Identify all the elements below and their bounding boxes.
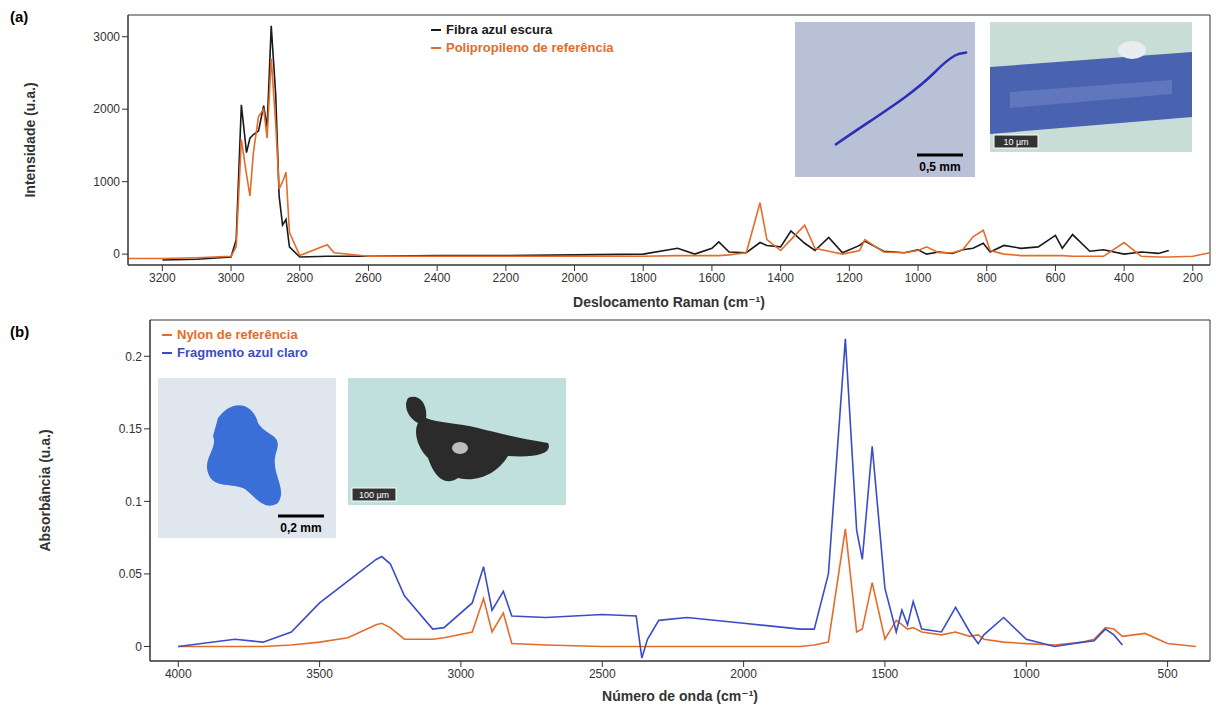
svg-text:0: 0 [113,247,120,261]
html-text:Nylon de referência: Nylon de referência [177,327,298,342]
svg-text:1400: 1400 [767,271,794,285]
svg-text:10 µm: 10 µm [1003,137,1028,147]
svg-text:2500: 2500 [589,667,616,681]
svg-text:3000: 3000 [218,271,245,285]
svg-text:1500: 1500 [872,667,899,681]
svg-text:2400: 2400 [424,271,451,285]
html-text:Fibra azul escura: Fibra azul escura [446,22,553,37]
svg-text:1600: 1600 [699,271,726,285]
svg-text:0: 0 [135,640,142,654]
svg-text:500: 500 [1158,667,1178,681]
svg-text:0.05: 0.05 [119,567,143,581]
html-text:(a): (a) [10,8,29,25]
svg-text:2000: 2000 [730,667,757,681]
svg-text:Intensidade (u.a.): Intensidade (u.a.) [22,82,38,197]
html-text:Polipropileno de referência: Polipropileno de referência [446,40,614,55]
svg-text:2600: 2600 [355,271,382,285]
svg-text:200: 200 [1183,271,1203,285]
svg-text:Número de onda (cm⁻¹): Número de onda (cm⁻¹) [602,688,758,704]
svg-text:2000: 2000 [561,271,588,285]
svg-text:0.15: 0.15 [119,422,143,436]
svg-text:600: 600 [1045,271,1065,285]
svg-text:0.1: 0.1 [125,495,142,509]
svg-text:1000: 1000 [905,271,932,285]
svg-text:0,5 mm: 0,5 mm [919,160,960,174]
svg-text:0,2 mm: 0,2 mm [280,521,321,535]
html-text:Fragmento azul claro: Fragmento azul claro [177,345,308,360]
svg-text:800: 800 [977,271,997,285]
svg-text:3200: 3200 [149,271,176,285]
svg-text:400: 400 [1114,271,1134,285]
svg-text:Absorbância (u.a.): Absorbância (u.a.) [37,429,53,551]
svg-text:0.2: 0.2 [125,350,142,364]
svg-text:Deslocamento Raman (cm⁻¹): Deslocamento Raman (cm⁻¹) [573,294,765,310]
svg-text:1000: 1000 [93,175,120,189]
svg-text:3000: 3000 [448,667,475,681]
svg-text:3500: 3500 [306,667,333,681]
svg-text:1000: 1000 [1013,667,1040,681]
svg-text:3000: 3000 [93,30,120,44]
svg-text:1200: 1200 [836,271,863,285]
svg-text:2000: 2000 [93,102,120,116]
svg-text:2800: 2800 [286,271,313,285]
svg-text:4000: 4000 [165,667,192,681]
html-text:(b): (b) [10,323,30,340]
svg-text:100 µm: 100 µm [359,490,389,500]
svg-text:2200: 2200 [492,271,519,285]
svg-text:1800: 1800 [630,271,657,285]
